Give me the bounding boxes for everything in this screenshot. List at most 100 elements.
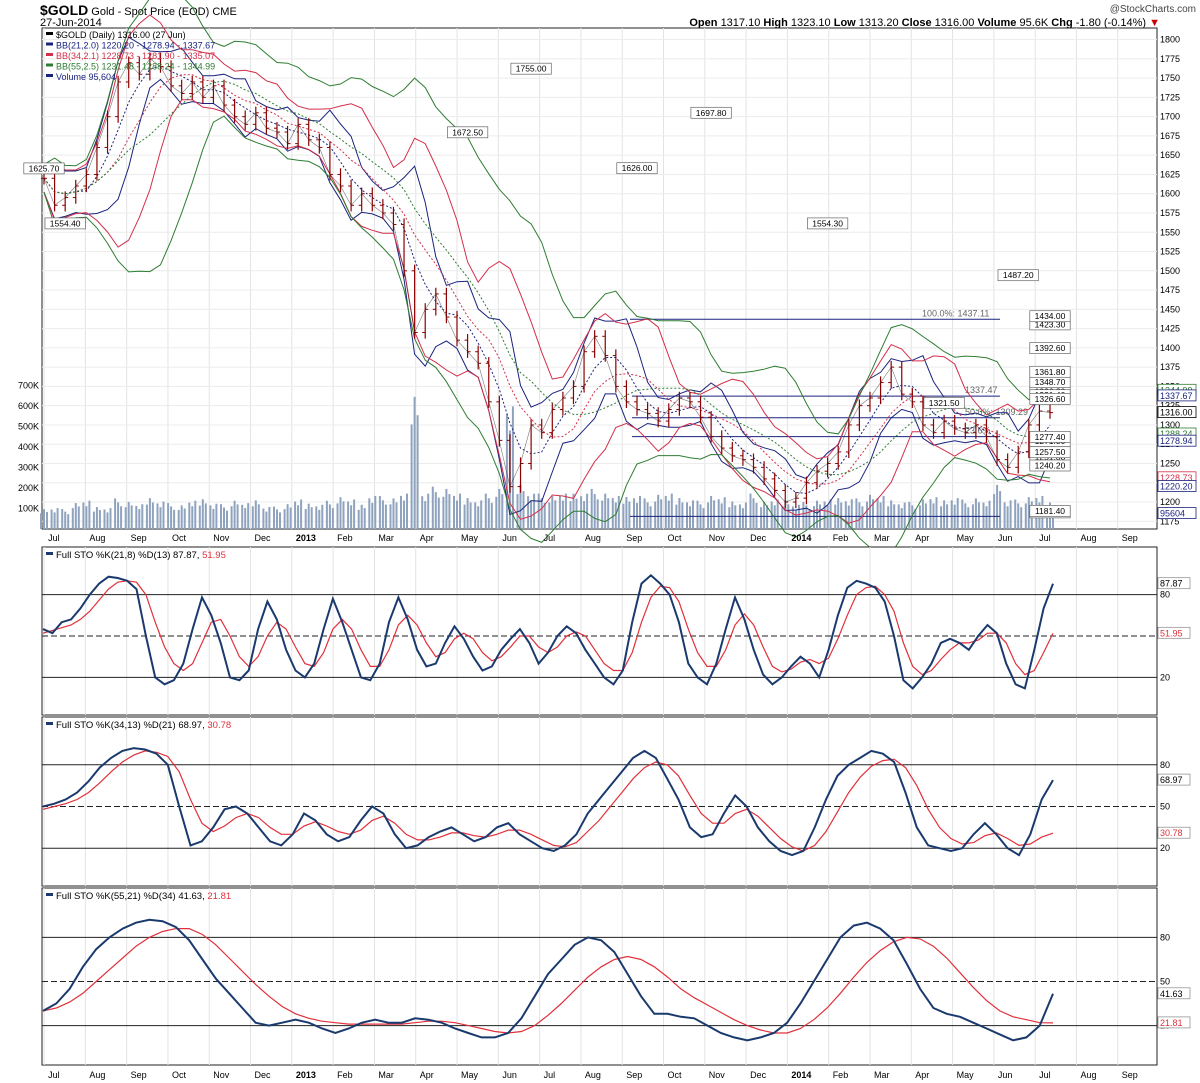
- volume-bar: [463, 504, 466, 529]
- volume-bar: [487, 498, 490, 530]
- y-tick-label: 1675: [1160, 131, 1180, 141]
- volume-bar: [692, 500, 694, 529]
- volume-bar: [530, 501, 533, 529]
- volume-bar: [448, 494, 451, 529]
- volume-bar: [882, 496, 885, 529]
- value-text: 30.78: [1160, 828, 1183, 838]
- volume-bar: [416, 415, 419, 529]
- right-label-text: 1288.24: [1160, 429, 1193, 439]
- volume-bar: [903, 502, 906, 529]
- volume-bar: [215, 503, 218, 529]
- volume-bar: [421, 496, 424, 529]
- volume-bar: [511, 406, 514, 529]
- panel-frame: [41, 716, 1158, 887]
- x-tick-label: Jul: [48, 1070, 60, 1080]
- volume-bar: [406, 493, 408, 529]
- volume-bar: [188, 502, 191, 529]
- price-annotation: 1181.40: [1029, 505, 1071, 517]
- volume-bar: [124, 507, 127, 529]
- x-tick-label: Jul: [544, 533, 556, 543]
- x-tick-label: Jun: [502, 1070, 517, 1080]
- volume-bar: [696, 500, 699, 529]
- annotation-label: 1348.70: [1035, 377, 1066, 387]
- x-tick-label: Oct: [668, 1070, 683, 1080]
- legend-entry: BB(55,2.5) 1231.48 - 1288.24 - 1344.99: [56, 62, 215, 72]
- volume-bar: [784, 500, 787, 529]
- volume-bar: [220, 504, 222, 529]
- x-tick-label: Aug: [89, 1070, 105, 1080]
- x-tick-label: Feb: [833, 1070, 849, 1080]
- annotation-box: [510, 62, 552, 75]
- x-tick-label: Dec: [750, 1070, 767, 1080]
- volume-tick-label: 700K: [18, 381, 39, 391]
- bb-55-upper: [43, 0, 1051, 435]
- volume-bar: [940, 506, 943, 529]
- x-tick-label: Nov: [213, 533, 230, 543]
- volume-bar: [950, 500, 953, 529]
- annotation-label: 1672.50: [452, 127, 483, 137]
- price-annotation: 1392.60: [1029, 342, 1071, 354]
- volume-bar: [64, 511, 67, 529]
- volume-bar: [82, 502, 85, 529]
- volume-bar: [307, 503, 310, 529]
- volume-bar: [368, 498, 371, 530]
- volume-bar: [607, 498, 610, 530]
- price-annotation: 1554.40: [44, 217, 86, 230]
- volume-bar: [611, 498, 614, 529]
- volume-bar: [434, 492, 437, 529]
- x-tick-label: Apr: [915, 533, 929, 543]
- volume-bar: [230, 506, 233, 529]
- volume-bar: [844, 501, 847, 529]
- annotation-box: [690, 106, 732, 119]
- annotation-box: [1029, 365, 1071, 378]
- bb-55-middle: [43, 80, 1051, 476]
- volume-bar: [310, 507, 313, 529]
- price-annotation: 1277.40: [1029, 431, 1071, 443]
- x-tick-label: Jun: [998, 1070, 1013, 1080]
- stockcharts-brand[interactable]: @StockCharts.com: [1109, 4, 1196, 15]
- volume-bar: [770, 501, 773, 529]
- x-axis-bottom: Jul Aug Sep Oct Nov Dec 2013 Feb Mar Apr May Jun Jul…: [48, 1070, 1138, 1080]
- volume-bar: [551, 496, 554, 529]
- annotation-box: [807, 217, 849, 230]
- right-label-box: [1157, 507, 1197, 520]
- symbol-title: $GOLD Gold - Spot Price (EOD) CME: [40, 2, 237, 18]
- x-tick-label: May: [957, 1070, 975, 1080]
- volume-bar: [374, 495, 377, 529]
- volume-bar: [297, 505, 300, 529]
- legend-entry: BB(34,2.1) 1228.73 - 1281.90 - 1335.07: [56, 51, 215, 61]
- volume-bar: [156, 503, 159, 529]
- volume-bar: [350, 505, 353, 529]
- y-tick-label: 80: [1160, 590, 1170, 600]
- volume-bar: [791, 506, 794, 529]
- legend-swatch: [46, 53, 53, 56]
- x-tick-label: Nov: [709, 533, 726, 543]
- y-tick-label: 20: [1160, 843, 1170, 853]
- volume-bar: [177, 510, 180, 529]
- volume-bar: [61, 509, 64, 529]
- annotation-label: 1240.20: [1035, 461, 1066, 471]
- annotation-box: [1029, 505, 1071, 517]
- legend-swatch: [46, 552, 53, 555]
- volume-bar: [279, 512, 281, 529]
- volume-bar: [590, 488, 593, 529]
- volume-bar: [378, 496, 381, 529]
- volume-bar: [212, 509, 215, 529]
- x-tick-label: Aug: [1080, 1070, 1096, 1080]
- volume-bar: [890, 500, 893, 529]
- volume-bar: [900, 508, 903, 529]
- x-tick-label: Sep: [1122, 533, 1138, 543]
- volume-bar: [466, 498, 469, 529]
- stochastic-value-label: 30.78: [1157, 826, 1191, 839]
- right-value-label: 1220.20: [1157, 480, 1197, 492]
- volume-bar: [40, 513, 42, 529]
- x-tick-label: 2014: [791, 533, 811, 543]
- volume-bar: [257, 504, 260, 529]
- price-annotation: 1625.70: [23, 162, 65, 175]
- annotation-label: 1257.50: [1035, 447, 1066, 457]
- volume-bar: [98, 510, 101, 529]
- x-tick-label: Jul: [48, 533, 60, 543]
- volume-bar: [201, 499, 204, 529]
- x-tick-label: Aug: [585, 1070, 601, 1080]
- volume-bar: [583, 501, 586, 529]
